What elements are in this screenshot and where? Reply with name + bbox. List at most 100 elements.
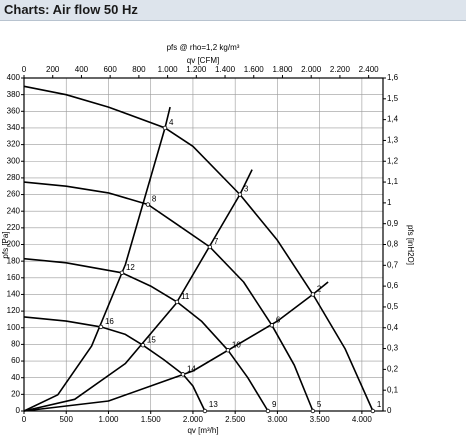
y-tick-label: 260 (7, 190, 21, 199)
operating-point (310, 408, 316, 414)
y2-tick-label: 0,9 (387, 219, 399, 228)
y2-tick-label: 0,3 (387, 344, 399, 353)
y-tick-label: 20 (11, 389, 20, 398)
y-tick-label: 360 (7, 106, 21, 115)
point-label: 15 (147, 335, 156, 344)
y2-tick-label: 1,3 (387, 136, 399, 145)
y2-tick-label: 0,4 (387, 323, 399, 332)
header: Charts: Air flow 50 Hz (0, 0, 466, 21)
operating-point (269, 323, 275, 328)
operating-point (180, 372, 186, 377)
y-tick-label: 220 (7, 223, 21, 232)
operating-point (98, 324, 104, 330)
operating-point (202, 408, 208, 414)
y-tick-label: 40 (11, 373, 20, 382)
y2-tick-label: 1,2 (387, 156, 399, 165)
y2-axis-title: pfs [inH2O] (406, 225, 415, 265)
curve (23, 169, 253, 412)
x2-tick-label: 1.600 (244, 65, 265, 74)
y2-tick-label: 1 (387, 198, 392, 207)
curve (23, 106, 171, 412)
operating-point (237, 192, 243, 197)
x-tick-label: 2.000 (183, 415, 204, 424)
y-tick-label: 140 (7, 290, 21, 299)
point-label: 4 (169, 118, 174, 127)
point-label: 1 (377, 400, 382, 409)
y-tick-label: 200 (7, 240, 21, 249)
point-label: 5 (317, 400, 322, 409)
y-tick-label: 380 (7, 90, 21, 99)
x2-tick-label: 400 (75, 65, 89, 74)
curve (23, 281, 329, 412)
point-label: 7 (214, 237, 219, 246)
x2-tick-label: 1.200 (186, 65, 207, 74)
y-tick-label: 340 (7, 123, 21, 132)
y-tick-label: 320 (7, 140, 21, 149)
point-label: 9 (272, 400, 277, 409)
y-tick-label: 180 (7, 256, 21, 265)
x2-tick-label: 2.400 (359, 65, 380, 74)
x2-tick-label: 1.400 (215, 65, 236, 74)
operating-point (162, 125, 168, 131)
y-tick-label: 80 (11, 340, 20, 349)
operating-point (207, 244, 213, 250)
y-tick-label: 120 (7, 306, 21, 315)
y-tick-label: 160 (7, 273, 21, 282)
header-title: Charts: Air flow 50 Hz (4, 2, 138, 17)
y2-tick-label: 1,5 (387, 94, 399, 103)
operating-point (225, 348, 231, 353)
chart-title: pfs @ rho=1,2 kg/m³ (167, 43, 240, 52)
y2-tick-label: 1,1 (387, 177, 399, 186)
point-label: 8 (152, 195, 157, 204)
operating-point (174, 299, 180, 305)
x2-tick-label: 800 (132, 65, 146, 74)
point-label: 2 (317, 285, 322, 294)
operating-point (140, 343, 146, 348)
point-label: 12 (126, 263, 135, 272)
y-tick-label: 100 (7, 323, 21, 332)
curve (23, 85, 374, 412)
y2-tick-label: 1,6 (387, 73, 399, 82)
x-tick-label: 2.500 (225, 415, 246, 424)
y-tick-label: 300 (7, 156, 21, 165)
operating-point (119, 270, 125, 276)
x-tick-label: 500 (60, 415, 74, 424)
x-tick-label: 1.000 (98, 415, 119, 424)
y2-tick-label: 0,7 (387, 260, 399, 269)
y2-tick-label: 0,6 (387, 281, 399, 290)
x2-tick-label: 200 (46, 65, 60, 74)
x-axis-title: qv [m³/h] (187, 426, 218, 435)
y2-tick-label: 1,4 (387, 115, 399, 124)
y-tick-label: 60 (11, 356, 20, 365)
y2-tick-label: 0 (387, 406, 392, 415)
curve (23, 316, 206, 412)
x-tick-label: 0 (22, 415, 27, 424)
y-tick-label: 280 (7, 173, 21, 182)
x-tick-label: 1.500 (141, 415, 162, 424)
point-label: 10 (232, 340, 241, 349)
curve (23, 181, 314, 412)
x2-tick-label: 600 (103, 65, 117, 74)
x2-axis-title: qv [CFM] (187, 56, 219, 65)
point-label: 13 (209, 400, 218, 409)
y-tick-label: 0 (16, 406, 21, 415)
operating-point (145, 202, 151, 207)
operating-point (310, 292, 316, 297)
point-label: 14 (187, 364, 196, 373)
x-tick-label: 3.000 (267, 415, 288, 424)
x2-tick-label: 1.000 (158, 65, 179, 74)
x2-tick-label: 1.800 (272, 65, 293, 74)
x-tick-label: 4.000 (352, 415, 373, 424)
point-label: 6 (276, 315, 281, 324)
x2-tick-label: 2.000 (301, 65, 322, 74)
y-tick-label: 240 (7, 206, 21, 215)
x2-tick-label: 2.200 (330, 65, 351, 74)
point-label: 11 (181, 292, 190, 301)
y2-tick-label: 0,2 (387, 364, 399, 373)
y2-tick-label: 0,8 (387, 240, 399, 249)
operating-point (265, 408, 271, 414)
y-axis-title: pfs [Pa] (1, 231, 10, 258)
point-label: 3 (244, 185, 249, 194)
